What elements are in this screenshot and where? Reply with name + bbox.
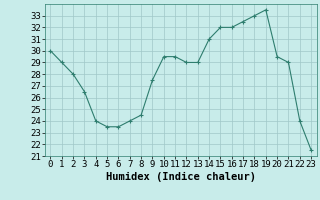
X-axis label: Humidex (Indice chaleur): Humidex (Indice chaleur) [106,172,256,182]
